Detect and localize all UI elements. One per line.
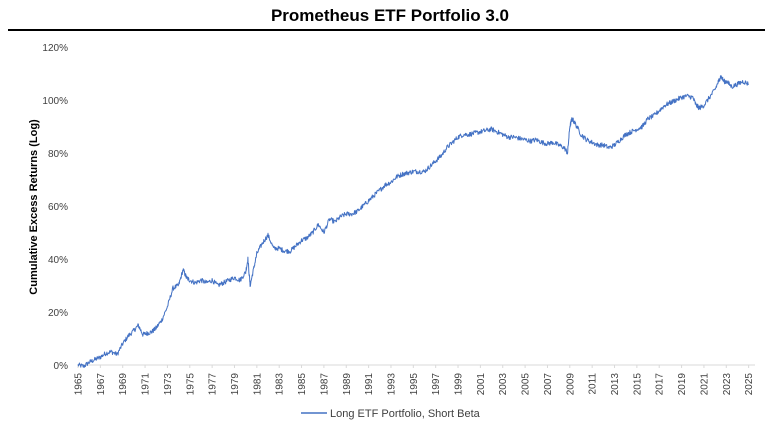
x-tick-label: 2007 [543, 373, 554, 396]
x-tick-label: 1983 [275, 373, 286, 396]
legend: Long ETF Portfolio, Short Beta [301, 408, 481, 420]
x-tick-label: 1985 [297, 373, 308, 396]
x-tick-label: 2005 [521, 373, 532, 396]
x-tick-label: 1965 [74, 373, 85, 396]
y-tick-label: 40% [48, 255, 68, 266]
x-tick-label: 1967 [96, 373, 107, 396]
y-tick-label: 20% [48, 308, 68, 319]
x-tick-label: 2011 [588, 373, 599, 395]
y-tick-label: 120% [42, 43, 68, 54]
x-tick-label: 1973 [163, 373, 174, 396]
legend-label: Long ETF Portfolio, Short Beta [330, 408, 481, 420]
x-tick-label: 1969 [118, 373, 129, 396]
x-axis-ticks: 1965 1967 1969 1971 1973 1975 1977 1979 1981 1983… [74, 365, 755, 396]
x-tick-label: 2023 [722, 373, 733, 396]
x-tick-label: 1971 [141, 373, 152, 396]
x-tick-label: 2009 [565, 373, 576, 396]
x-tick-label: 1993 [386, 373, 397, 396]
x-tick-label: 1981 [252, 373, 263, 396]
x-tick-label: 1997 [431, 373, 442, 396]
title-underline [8, 29, 765, 31]
x-tick-label: 1977 [208, 373, 219, 396]
x-tick-label: 2025 [744, 373, 755, 396]
series-line [77, 75, 749, 368]
y-tick-label: 80% [48, 149, 68, 160]
x-tick-label: 2003 [498, 373, 509, 396]
x-tick-label: 1975 [185, 373, 196, 396]
x-tick-label: 1991 [364, 373, 375, 396]
x-tick-label: 1979 [230, 373, 241, 396]
y-tick-label: 100% [42, 96, 68, 107]
x-tick-label: 2001 [476, 373, 487, 396]
y-tick-label: 60% [48, 202, 68, 213]
x-tick-label: 1987 [319, 373, 330, 396]
x-tick-label: 1999 [454, 373, 465, 396]
x-tick-label: 2017 [655, 373, 666, 396]
y-axis-label: Cumulative Excess Returns (Log) [28, 119, 40, 295]
x-tick-label: 2013 [610, 373, 621, 396]
series-group [77, 75, 749, 368]
x-tick-label: 1995 [409, 373, 420, 396]
x-tick-label: 2021 [699, 373, 710, 396]
chart-title: Prometheus ETF Portfolio 3.0 [270, 6, 510, 25]
y-axis-ticks: 0% 20% 40% 60% 80% 100% 120% [42, 43, 68, 372]
x-tick-label: 2015 [632, 373, 643, 396]
x-tick-label: 2019 [677, 373, 688, 396]
x-tick-label: 1989 [342, 373, 353, 396]
y-tick-label: 0% [54, 361, 69, 372]
